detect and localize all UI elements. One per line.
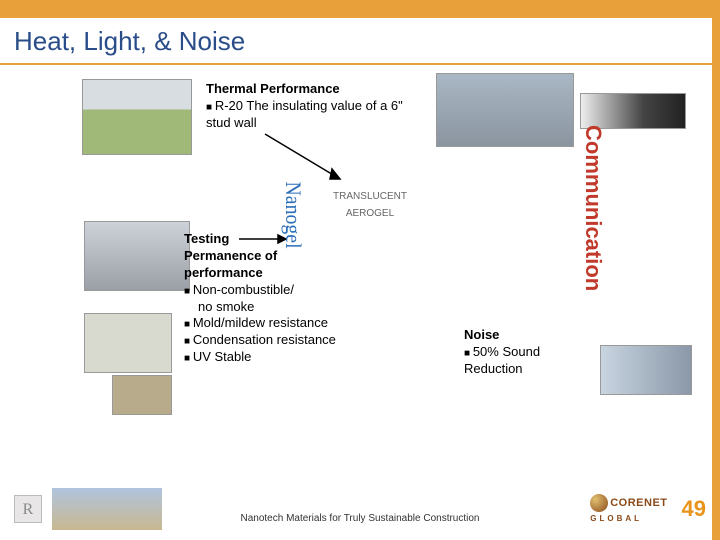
content-area: Thermal Performance R-20 The insulating … <box>0 65 720 495</box>
thermal-heading: Thermal Performance <box>206 81 406 98</box>
globe-icon <box>590 494 608 512</box>
testing-bullet-3: Condensation resistance <box>184 332 374 349</box>
communication-text: Communication <box>580 125 606 355</box>
image-rock <box>112 375 172 415</box>
image-sound-cubes <box>600 345 692 395</box>
image-church <box>84 221 190 291</box>
testing-bullet-4: UV Stable <box>184 349 374 366</box>
r-logo: R <box>14 495 42 523</box>
center-aerogel-graphic: TRANSLUCENT AEROGEL <box>320 185 420 325</box>
corenet-text: CORENET <box>610 497 667 509</box>
noise-heading: Noise <box>464 327 594 344</box>
noise-bullet-1: 50% Sound Reduction <box>464 344 594 378</box>
corenet-logo: CORENET GLOBAL <box>590 494 667 524</box>
footer: R CORENET GLOBAL 49 <box>0 488 720 530</box>
noise-block: Noise 50% Sound Reduction <box>464 327 594 378</box>
translucent-label: TRANSLUCENT <box>320 191 420 202</box>
image-buildings <box>82 79 192 155</box>
image-knife <box>580 93 686 129</box>
thermal-block: Thermal Performance R-20 The insulating … <box>206 81 406 132</box>
nanogel-text: Nanogel <box>280 182 306 335</box>
arrow-thermal-to-center <box>260 129 350 189</box>
footer-right: CORENET GLOBAL 49 <box>590 494 706 524</box>
thermal-bullet-1: R-20 The insulating value of a 6" stud w… <box>206 98 406 132</box>
image-petri-dishes <box>84 313 172 373</box>
global-text: GLOBAL <box>590 514 642 523</box>
image-equipment <box>436 73 574 147</box>
footer-left: R <box>14 488 162 530</box>
orange-top-bar <box>0 0 720 18</box>
aerogel-label: AEROGEL <box>320 208 420 219</box>
page-number: 49 <box>682 496 706 522</box>
slide-title: Heat, Light, & Noise <box>0 18 720 61</box>
footer-image <box>52 488 162 530</box>
